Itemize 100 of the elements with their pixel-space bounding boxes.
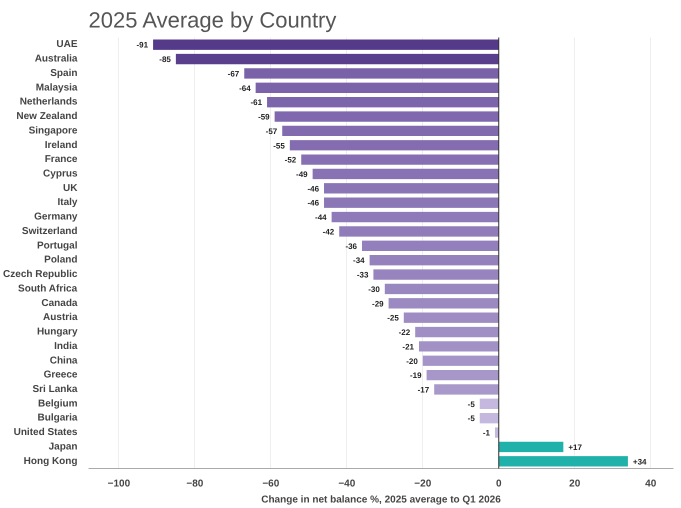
y-tick-label: Portugal [36, 240, 78, 252]
bar [153, 40, 499, 50]
y-tick-label: Austria [43, 312, 78, 324]
data-label: +34 [632, 457, 648, 466]
y-tick-label: Spain [50, 68, 78, 79]
data-label: -36 [345, 242, 358, 251]
y-tick-label: Bulgaria [37, 412, 78, 424]
bar [373, 269, 499, 280]
data-label: -19 [410, 371, 422, 380]
bar [370, 255, 499, 266]
bar [324, 198, 499, 208]
bar [415, 326, 499, 338]
x-axis-title: Change in net balance %, 2025 average to Q1 2026 [261, 494, 502, 506]
y-tick-label: Netherlands [20, 96, 78, 108]
data-label: -33 [356, 270, 369, 280]
bar [434, 384, 499, 395]
y-tick-label: Japan [48, 441, 78, 452]
bar [282, 126, 499, 136]
data-label: -64 [239, 84, 252, 93]
x-tick-label: 0 [496, 478, 502, 490]
data-label: -46 [307, 198, 320, 208]
data-label: -49 [296, 170, 308, 179]
bar [426, 370, 499, 380]
y-tick-label: UK [63, 182, 78, 194]
x-tick-label: −60 [262, 478, 280, 490]
y-tick-label: Hong Kong [24, 456, 78, 467]
bar [418, 341, 499, 352]
data-label: -61 [250, 98, 263, 108]
bar [384, 284, 499, 294]
bar [480, 413, 499, 424]
bar [267, 96, 499, 108]
y-tick-label: Canada [41, 298, 78, 309]
bar [498, 456, 628, 466]
bar [332, 212, 499, 222]
bar [274, 111, 499, 122]
y-tick-label: India [54, 340, 78, 352]
data-label: -22 [398, 328, 411, 338]
y-tick-label: Czech Republic [3, 269, 78, 280]
y-tick-label: Greece [44, 370, 78, 381]
y-tick-label: Malaysia [36, 82, 78, 94]
data-label: -1 [482, 428, 491, 438]
x-tick-label: 20 [569, 478, 581, 490]
data-label: -44 [315, 213, 328, 222]
data-label: -85 [159, 55, 172, 64]
x-tick-label: −80 [186, 478, 204, 490]
y-tick-label: Ireland [44, 140, 78, 151]
data-label: -34 [353, 256, 366, 266]
bar [290, 140, 499, 150]
bar [312, 168, 499, 180]
data-label: -55 [273, 141, 286, 150]
data-label: -21 [402, 342, 415, 352]
x-tick-label: −100 [108, 478, 131, 490]
data-label: -91 [136, 40, 149, 50]
bar [422, 356, 499, 366]
data-label: -5 [468, 400, 476, 409]
bar [244, 68, 499, 79]
y-tick-label: Cyprus [43, 168, 78, 180]
data-label: -5 [468, 414, 476, 424]
bar [480, 398, 499, 410]
data-label: -52 [284, 156, 297, 165]
data-label: -25 [387, 314, 400, 323]
data-label: -29 [372, 299, 384, 308]
bar [494, 427, 499, 438]
y-tick-label: UAE [56, 39, 78, 50]
bar [339, 226, 499, 237]
data-label: -42 [322, 227, 335, 236]
data-label: +17 [568, 442, 582, 452]
bar [498, 442, 564, 452]
x-tick-label: −40 [338, 478, 356, 490]
data-label: -46 [307, 184, 320, 194]
data-label: -20 [406, 356, 418, 366]
data-label: -17 [418, 385, 430, 394]
bar [256, 82, 499, 93]
x-tick-label: 40 [645, 478, 657, 490]
y-tick-label: United States [14, 427, 78, 438]
y-tick-label: Hungary [36, 326, 78, 338]
y-tick-label: France [44, 154, 78, 166]
y-tick-label: Sri Lanka [32, 384, 78, 395]
bar [362, 240, 499, 251]
x-tick-label: −20 [414, 478, 432, 490]
y-tick-label: Italy [57, 197, 78, 208]
data-label: -67 [228, 69, 240, 78]
y-tick-label: Switzerland [22, 226, 78, 237]
y-tick-label: Singapore [28, 125, 78, 136]
y-tick-label: Poland [44, 254, 78, 266]
data-label: -59 [258, 112, 270, 122]
y-tick-label: Germany [34, 212, 78, 223]
data-label: -57 [266, 126, 278, 136]
chart-title: 2025 Average by Country [88, 8, 336, 32]
bar [404, 312, 499, 323]
y-tick-label: South Africa [18, 283, 78, 294]
y-tick-label: Belgium [38, 398, 78, 410]
bar [324, 183, 499, 194]
bar [176, 54, 499, 64]
bar [301, 154, 499, 165]
y-tick-label: New Zealand [16, 111, 78, 122]
bar [388, 298, 499, 308]
data-label: -30 [368, 284, 380, 294]
y-tick-label: Australia [34, 54, 78, 65]
y-tick-label: China [50, 355, 78, 366]
